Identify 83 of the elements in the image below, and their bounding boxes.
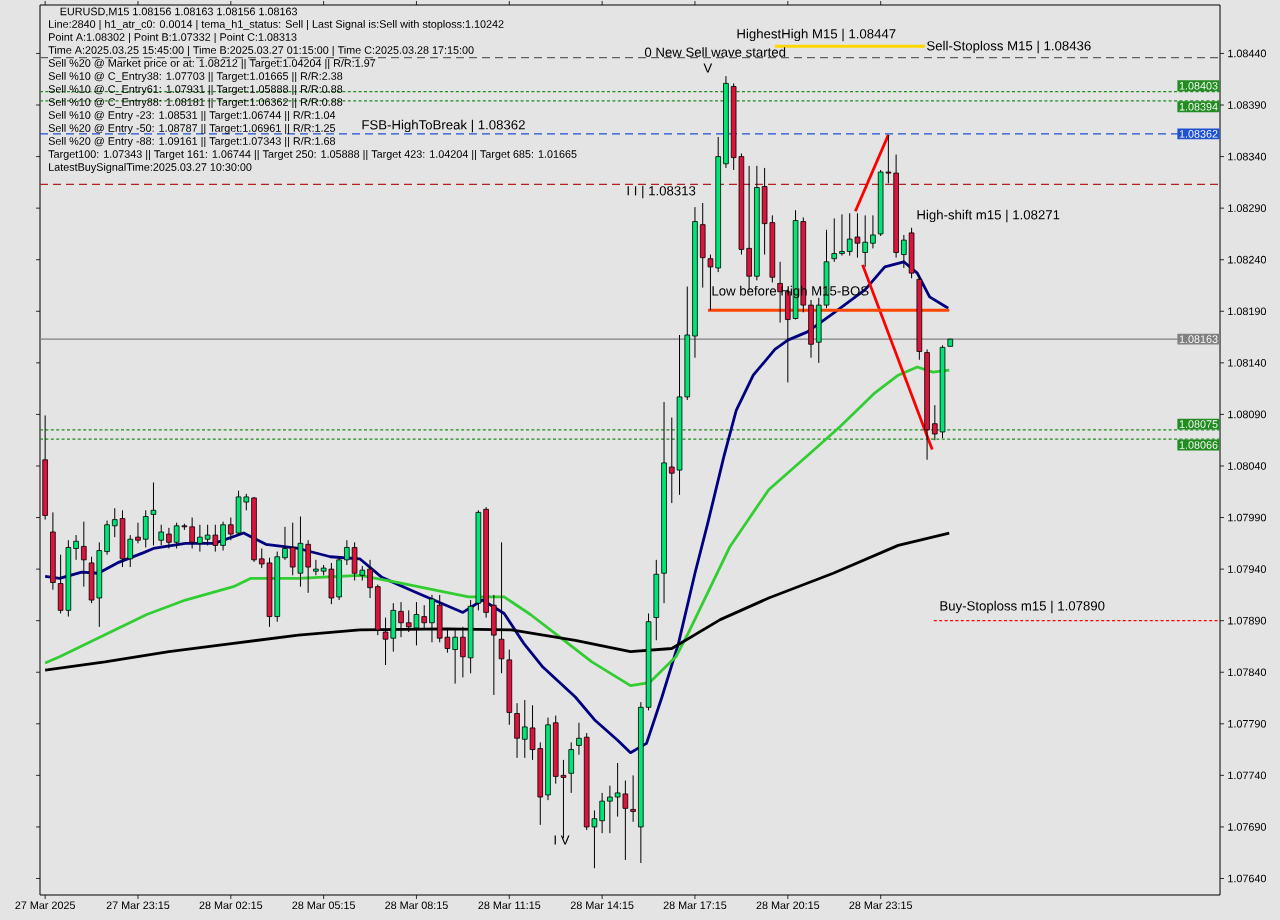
- y-tick-label: 1.08390: [1228, 101, 1267, 109]
- ref-line-label: 1.08362: [1179, 130, 1218, 138]
- x-tick-label: 28 Mar 11:15: [478, 901, 541, 910]
- candlestick: [576, 722, 582, 756]
- candlestick: [870, 214, 876, 249]
- x-tick-label: 28 Mar 08:15: [385, 901, 448, 910]
- y-tick-label: 1.07790: [1228, 719, 1267, 728]
- candlestick: [599, 792, 605, 834]
- annotation: Point A:1.08302 | Point B:1.07332 | Point C:1.08313: [49, 32, 297, 44]
- candlestick: [862, 214, 868, 268]
- candlestick: [429, 594, 435, 643]
- candlestick: [932, 404, 938, 441]
- y-tick-label: 1.08140: [1228, 359, 1267, 367]
- candlestick: [81, 521, 87, 588]
- annotation: Target100: 1.07343 || Target 161: 1.06744 || Target 250: 1.05888 || Target 423: 1.04204 || Target 685: 1.01665: [48, 149, 577, 161]
- candlestick: [630, 774, 636, 823]
- candlestick: [367, 559, 373, 599]
- candlestick: [344, 539, 350, 566]
- candlestick: [901, 234, 907, 269]
- y-tick-label: 1.08340: [1228, 152, 1267, 161]
- candlestick: [313, 559, 319, 576]
- x-tick-label: 28 Mar 23:15: [849, 901, 913, 910]
- y-tick-label: 1.08090: [1228, 410, 1267, 419]
- y-tick-label: 1.07640: [1228, 874, 1267, 883]
- annotation: I V: [554, 835, 570, 845]
- annotation: 0 New Sell wave started: [644, 47, 786, 57]
- candlestick: [135, 522, 141, 544]
- annotation: I I | 1.08313: [627, 185, 696, 199]
- annotation: FSB-HighToBreak | 1.08362: [362, 119, 525, 133]
- x-tick-label: 28 Mar 02:15: [199, 901, 263, 910]
- annotation: Buy-Stoploss m15 | 1.07890: [940, 600, 1105, 614]
- candlestick: [150, 481, 157, 546]
- x-tick-label: 28 Mar 14:15: [570, 901, 634, 910]
- y-tick-label: 1.08190: [1228, 307, 1267, 316]
- annotation: Sell %10 @ C_Entry38: 1.07703 || Target:1.01665 || R/R:2.38: [48, 71, 343, 83]
- y-tick-label: 1.08290: [1228, 204, 1267, 212]
- candlestick: [831, 217, 838, 263]
- y-tick-label: 1.07690: [1228, 823, 1267, 831]
- annotation: Sell %20 @ Entry -88: 1.09161 || Target:1.07343 || R/R:1.68: [48, 136, 336, 148]
- candlestick: [142, 509, 149, 548]
- annotation: Sell-Stoploss M15 | 1.08436: [927, 40, 1091, 54]
- annotation: Sell %10 @ C_Entry88: 1.08181 || Target:1.06362 || R/R:0.88: [48, 97, 343, 109]
- candlestick: [607, 785, 613, 834]
- candlestick: [158, 524, 164, 546]
- x-tick-label: 27 Mar 23:15: [106, 901, 170, 910]
- annotation: LatestBuySignalTime:2025.03.27 10:30:00: [49, 162, 252, 174]
- x-tick-label: 28 Mar 17:15: [663, 901, 727, 910]
- candlestick: [568, 741, 575, 794]
- y-tick-label: 1.08240: [1228, 255, 1267, 264]
- annotation: High-shift m15 | 1.08271: [917, 209, 1060, 223]
- chart-title: EURUSD,M15 1.08156 1.08163 1.08156 1.08163: [60, 7, 298, 17]
- annotation: Sell %10 @ Entry -23: 1.08531 || Target:1.06744 || R/R:1.04: [48, 110, 336, 122]
- ref-line-label: 1.08066: [1179, 441, 1218, 449]
- y-tick-label: 1.07890: [1228, 616, 1267, 625]
- y-tick-label: 1.07740: [1228, 771, 1267, 780]
- candlestick: [189, 517, 195, 549]
- ref-line-label: 1.08394: [1179, 102, 1218, 111]
- y-tick-label: 1.07990: [1228, 513, 1267, 522]
- ref-line-label: 1.08403: [1179, 81, 1218, 90]
- candlestick: [220, 521, 226, 552]
- candlestick: [305, 539, 311, 594]
- candlestick: [839, 213, 845, 257]
- annotation: Time A:2025.03.25 15:45:00 | Time B:2025.03.27 01:15:00 | Time C:2025.03.28 17:15:00: [48, 45, 474, 57]
- annotation: HighestHigh M15 | 1.08447: [737, 28, 896, 42]
- candlestick: [197, 524, 203, 553]
- candlestick: [282, 526, 288, 561]
- annotation: V: [703, 63, 713, 73]
- x-tick-label: 28 Mar 20:15: [756, 901, 820, 910]
- y-tick-label: 1.07840: [1228, 668, 1267, 677]
- x-tick-label: 27 Mar 2025: [15, 901, 76, 910]
- annotation: Sell %20 @ Entry -50: 1.08787 || Target:1.06961 || R/R:1.25: [48, 123, 336, 135]
- y-tick-label: 1.07940: [1228, 565, 1267, 573]
- annotation: Sell %20 @ Market price or at: 1.08212 || Target:1.04204 || R/R:1.97: [48, 58, 376, 70]
- x-tick-label: 28 Mar 05:15: [292, 901, 355, 910]
- annotation: Line:2840 | h1_atr_c0: 0.0014 | tema_h1_status: Sell | Last Signal is:Sell with stoploss:1.10242: [49, 19, 504, 31]
- candlestick: [166, 527, 172, 549]
- candlestick: [73, 534, 79, 561]
- annotation: Sell %10 @ C_Entry61: 1.07931 || Target:1.05888 || R/R:0.88: [48, 84, 343, 96]
- y-tick-label: 1.08040: [1228, 462, 1267, 470]
- y-tick-label: 1.08440: [1228, 49, 1267, 58]
- ref-line-label: 1.08075: [1179, 420, 1218, 428]
- ref-line-label: 1.08163: [1179, 335, 1218, 343]
- candlestick: [398, 601, 404, 638]
